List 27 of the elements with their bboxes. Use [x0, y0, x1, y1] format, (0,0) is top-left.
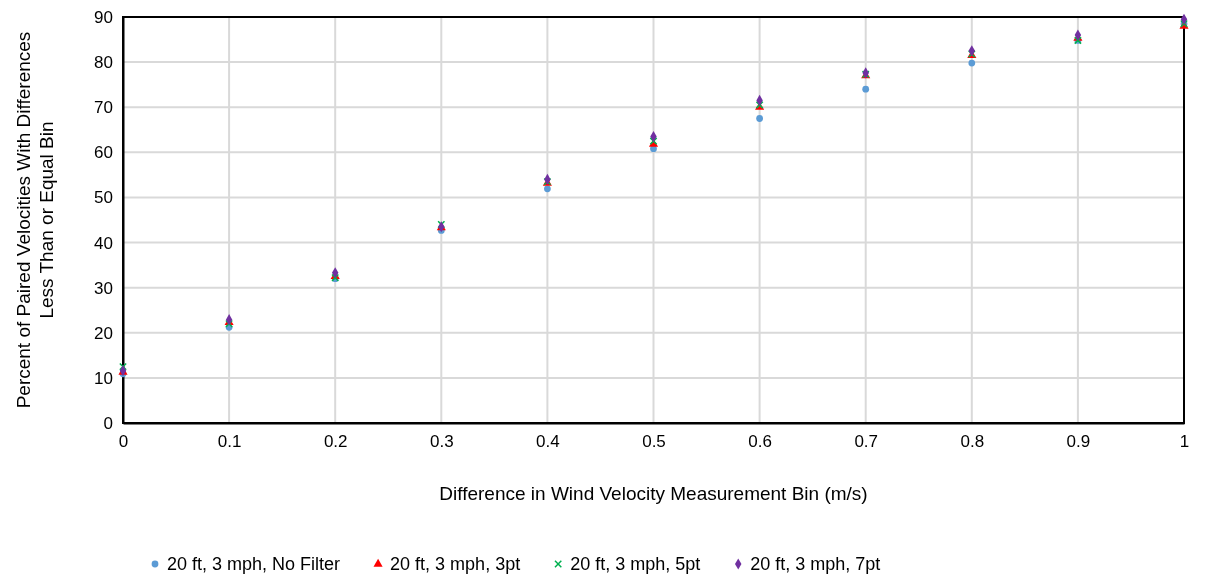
y-tick-label: 70 [94, 98, 113, 118]
legend-label: 20 ft, 3 mph, 5pt [570, 554, 701, 574]
y-tick-label: 60 [94, 143, 113, 163]
x-tick-label: 0.3 [429, 432, 454, 452]
x-axis-title: Difference in Wind Velocity Measurement Bin (m/s) [439, 483, 868, 504]
x-tick-label: 0.5 [642, 432, 666, 452]
x-tick-label: 0.2 [323, 432, 348, 452]
legend-label: 20 ft, 3 mph, No Filter [167, 554, 341, 574]
x-tick-label: 0.4 [536, 432, 560, 452]
x-tick-label: 0.8 [960, 432, 985, 452]
x-tick-label: 0.1 [217, 432, 242, 452]
x-tick-label: 0.7 [854, 432, 879, 452]
y-axis-title: Percent of Paired Velocities With Differences Less Than or Equal Bin [13, 31, 57, 409]
y-tick-label: 10 [94, 368, 113, 388]
y-tick-label: 20 [94, 323, 113, 343]
x-tick-label: 0 [118, 432, 129, 452]
x-tick-label: 0.9 [1066, 432, 1091, 452]
x-tick-label: 1 [1179, 432, 1190, 452]
y-tick-label: 90 [94, 7, 113, 27]
legend-label: 20 ft, 3 mph, 3pt [390, 554, 521, 574]
y-tick-label: 50 [94, 188, 113, 208]
legend-label: 20 ft, 3 mph, 7pt [750, 554, 881, 574]
y-tick-label: 80 [94, 53, 113, 73]
y-tick-label: 30 [94, 278, 113, 298]
y-tick-label: 40 [94, 233, 113, 253]
x-tick-label: 0.6 [748, 432, 772, 452]
y-tick-label: 0 [103, 413, 113, 433]
